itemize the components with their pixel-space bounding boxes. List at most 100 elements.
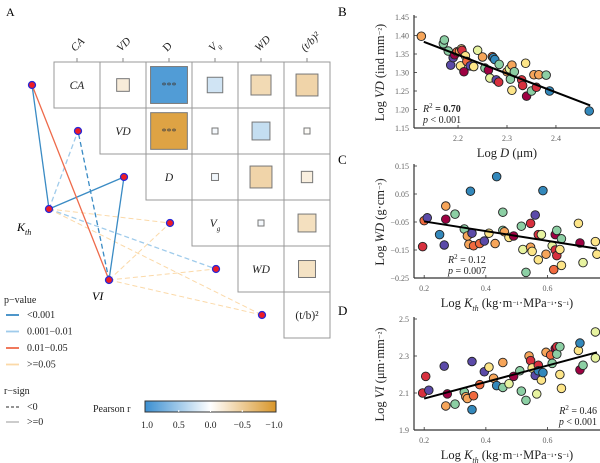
data-point (548, 264, 559, 275)
panel-label-b: B (338, 4, 347, 19)
y-tick-label: 1.35 (395, 50, 409, 59)
correlation-square (116, 78, 130, 92)
data-point (441, 214, 451, 224)
data-point (538, 185, 548, 196)
y-tick-label: −0.15 (390, 246, 409, 255)
rsign-legend-label: >=0 (27, 417, 43, 428)
correlation-square (251, 121, 271, 141)
p-value-annotation: p < 0.001 (558, 417, 597, 428)
data-point (590, 327, 600, 337)
data-point (578, 360, 588, 371)
matrix-cell (237, 107, 285, 155)
diagonal-label: WD (252, 264, 271, 276)
panel-c: 0.15 0.05 −0.05 −0.15 −0.25 0.2 0.4 0.6 R2 = 0.1… (373, 162, 600, 313)
colorbar-tick-label: −1.0 (265, 421, 282, 431)
data-point (516, 221, 527, 231)
data-point (525, 218, 536, 229)
y-tick-label: 2.1 (399, 389, 409, 398)
data-point (490, 238, 500, 249)
y-tick-label: 1.20 (395, 106, 409, 115)
pvalue-legend-label: 0.001−0.01 (27, 327, 73, 338)
data-point (504, 379, 514, 389)
data-point (416, 31, 427, 41)
network-node (257, 310, 267, 320)
data-point (575, 338, 585, 348)
data-point (417, 241, 428, 252)
x-tick-label: 0.4 (481, 436, 491, 445)
data-point (555, 369, 565, 380)
network-link (48, 208, 171, 224)
data-point (530, 210, 540, 220)
kth-label: Kth (16, 220, 31, 237)
data-point (538, 367, 548, 378)
data-point (434, 229, 445, 240)
p-value-annotation: p < 0.001 (422, 115, 461, 126)
pvalue-legend-label: <0.001 (27, 310, 55, 321)
data-point (592, 249, 600, 259)
colorbar-tick-label: 0.0 (205, 421, 217, 431)
data-point (584, 106, 594, 116)
y-axis-label: Log VD (ind mm⁻²) (373, 24, 387, 121)
column-label: D (161, 40, 175, 54)
matrix-cell (53, 61, 101, 109)
data-point (477, 52, 488, 62)
network-link (108, 279, 263, 316)
network-node (44, 204, 54, 214)
panel-label-c: C (338, 152, 347, 167)
data-point (516, 386, 527, 396)
y-tick-label: 1.25 (395, 87, 409, 96)
x-tick-label: 0.2 (419, 436, 429, 445)
colorbar-tick-label: 0.5 (173, 421, 185, 431)
data-point (578, 257, 588, 268)
data-point (517, 80, 528, 91)
matrix-cell (191, 199, 239, 247)
x-axis-label: Log Kth (kg·m⁻¹·MPa⁻¹·s⁻¹) (441, 448, 573, 463)
network-link (108, 222, 171, 281)
diagonal-label: VD (115, 126, 131, 138)
y-tick-label: −0.05 (390, 218, 409, 227)
data-point (441, 401, 451, 411)
network-link (48, 130, 79, 210)
legend: p−value <0.001 0.001−0.01 0.01−0.05 >=0.05 r−… (4, 295, 283, 431)
data-point (459, 67, 469, 77)
pvalue-legend-label: >=0.05 (27, 360, 56, 371)
data-point (556, 260, 567, 271)
regression-line (424, 220, 598, 250)
correlation-square (206, 76, 224, 94)
x-tick-label: 0.4 (481, 284, 491, 293)
network-link (48, 176, 125, 210)
network-node (119, 172, 129, 182)
data-point (541, 249, 551, 259)
matrix-cell (99, 107, 147, 155)
network-link (77, 130, 110, 281)
kth-label-main: K (16, 220, 26, 234)
y-tick-label: 1.30 (395, 69, 409, 78)
data-point (533, 255, 544, 265)
data-point (518, 244, 528, 255)
y-tick-label: 2.3 (399, 352, 409, 361)
panel-label-a: A (6, 5, 15, 19)
matrix-cell (237, 245, 285, 293)
x-axis-label: Log Kth (kg·m⁻¹·MPa⁻¹·s⁻¹) (441, 296, 573, 313)
data-point (507, 85, 517, 96)
y-tick-label: 2.5 (399, 315, 409, 324)
y-tick-label: 1.15 (395, 124, 409, 133)
colorbar-tick-label: 1.0 (141, 421, 153, 431)
column-label: VD (115, 35, 134, 54)
x-tick-label: 2.3 (502, 134, 512, 143)
data-point (541, 70, 551, 80)
data-point (484, 362, 494, 372)
data-point (439, 35, 450, 45)
data-point (450, 209, 460, 219)
matrix-cell (145, 153, 193, 201)
vi-label: VI (92, 289, 104, 303)
rsign-legend-label: <0 (27, 402, 38, 413)
data-point (555, 244, 565, 255)
network-nodes (27, 80, 267, 320)
x-tick-label: 0.6 (543, 436, 553, 445)
r-squared-annotation: R2 = 0.46 (558, 404, 597, 417)
network-links (31, 84, 263, 316)
correlation-square (257, 219, 265, 227)
data-point (498, 207, 508, 217)
